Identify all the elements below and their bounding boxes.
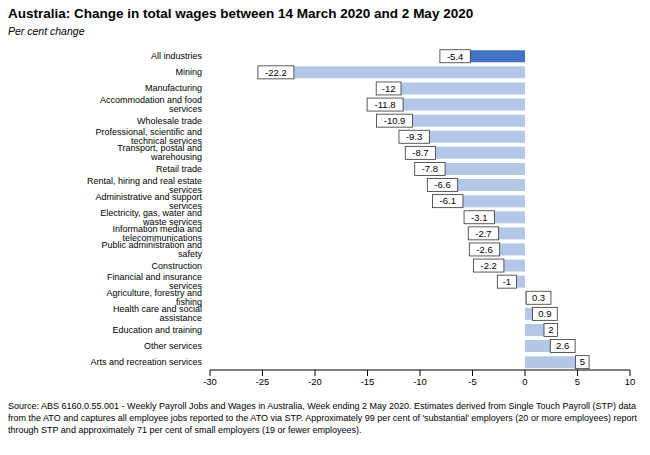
svg-text:0: 0	[522, 376, 527, 387]
svg-text:Transport, postal andwarehousi: Transport, postal andwarehousing	[117, 143, 202, 162]
svg-text:Public administration andsafet: Public administration andsafety	[101, 240, 202, 259]
svg-text:-10: -10	[413, 376, 427, 387]
svg-text:Arts and recreation services: Arts and recreation services	[90, 357, 202, 367]
svg-text:-2.7: -2.7	[475, 228, 491, 239]
svg-text:-22.2: -22.2	[265, 67, 287, 78]
svg-text:-20: -20	[308, 376, 322, 387]
svg-text:Accommodation and foodservices: Accommodation and foodservices	[100, 95, 203, 114]
svg-text:-6.1: -6.1	[440, 195, 456, 206]
svg-text:-5.4: -5.4	[447, 51, 463, 62]
svg-text:0.9: 0.9	[538, 308, 551, 319]
svg-text:Construction: Construction	[151, 261, 202, 271]
svg-text:5: 5	[580, 356, 585, 367]
svg-text:-15: -15	[361, 376, 375, 387]
svg-text:-10.9: -10.9	[384, 115, 406, 126]
svg-text:Wholesale trade: Wholesale trade	[137, 116, 202, 126]
svg-text:-1: -1	[503, 276, 511, 287]
svg-text:All industries: All industries	[151, 51, 203, 61]
svg-text:5: 5	[575, 376, 580, 387]
svg-text:-7.8: -7.8	[422, 163, 438, 174]
svg-text:-2.2: -2.2	[481, 260, 497, 271]
svg-text:Retail trade: Retail trade	[156, 164, 202, 174]
svg-text:10: 10	[625, 376, 636, 387]
svg-text:Other services: Other services	[144, 341, 203, 351]
svg-text:-3.1: -3.1	[471, 212, 487, 223]
svg-text:-30: -30	[203, 376, 217, 387]
svg-text:-5: -5	[468, 376, 476, 387]
svg-text:Education and training: Education and training	[112, 325, 202, 335]
svg-text:-11.8: -11.8	[375, 99, 396, 110]
svg-text:Health care and socialassistan: Health care and socialassistance	[113, 304, 202, 323]
svg-text:-2.6: -2.6	[476, 244, 492, 255]
svg-text:-8.7: -8.7	[412, 147, 428, 158]
svg-text:2: 2	[548, 324, 553, 335]
svg-text:0.3: 0.3	[532, 292, 545, 303]
svg-text:-12: -12	[382, 83, 396, 94]
svg-text:-9.3: -9.3	[406, 131, 422, 142]
svg-text:Mining: Mining	[175, 67, 202, 77]
svg-text:2.6: 2.6	[556, 340, 569, 351]
svg-text:Manufacturing: Manufacturing	[145, 83, 202, 93]
svg-text:-25: -25	[256, 376, 270, 387]
svg-text:-6.6: -6.6	[434, 179, 450, 190]
